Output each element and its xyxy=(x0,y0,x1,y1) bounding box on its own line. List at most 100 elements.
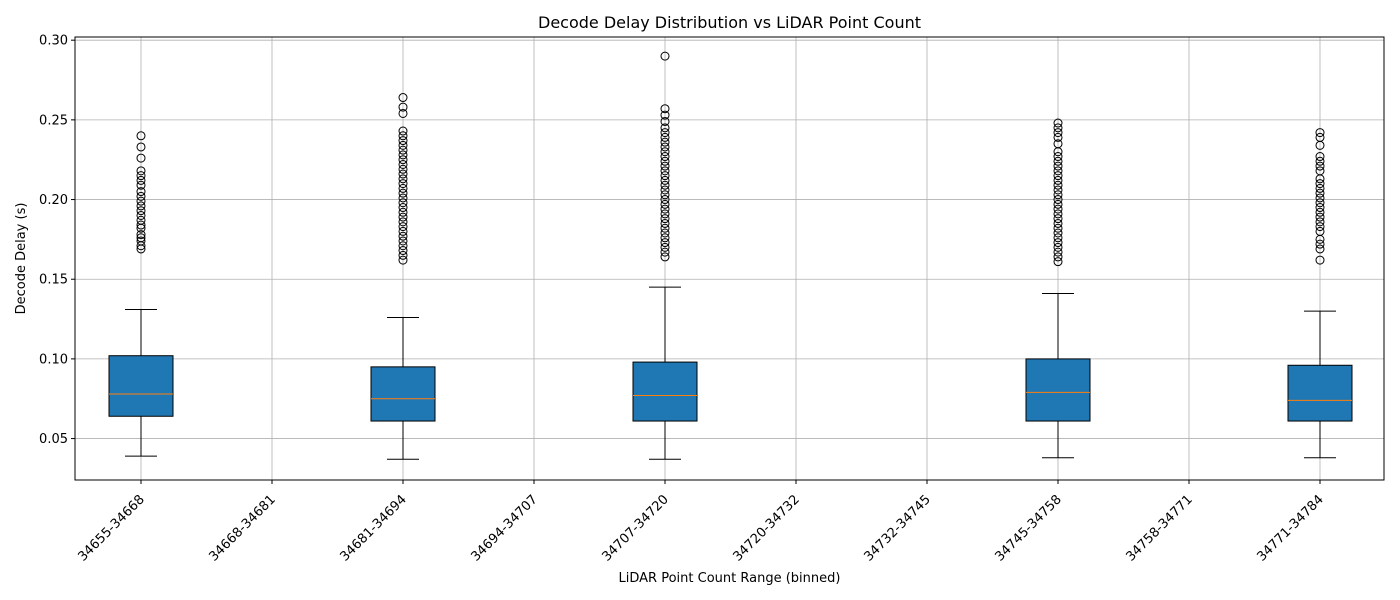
outlier-point xyxy=(136,175,146,185)
outlier-point xyxy=(1315,207,1325,217)
outlier-point xyxy=(1053,199,1063,209)
outlier-point xyxy=(660,180,670,190)
box-34681-34694 xyxy=(370,93,436,460)
x-tick-label: 34758-34771 xyxy=(1123,492,1195,564)
outlier-point xyxy=(660,242,670,252)
outlier-point xyxy=(136,166,146,176)
outlier-point xyxy=(398,102,408,112)
outlier-point xyxy=(1053,247,1063,257)
x-tick-label: 34694-34707 xyxy=(468,492,540,564)
box-34707-34720 xyxy=(632,51,698,460)
outlier-point xyxy=(1315,152,1325,162)
outlier-point xyxy=(660,51,670,61)
outlier-point xyxy=(1053,228,1063,238)
x-tick-label: 34745-34758 xyxy=(992,492,1064,564)
y-tick-label: 0.15 xyxy=(39,273,68,288)
outlier-point xyxy=(398,193,408,203)
outlier-point xyxy=(1053,204,1063,214)
outlier-point xyxy=(398,236,408,246)
outlier-point xyxy=(660,233,670,243)
chart-title: Decode Delay Distribution vs LiDAR Point… xyxy=(538,13,921,32)
outlier-point xyxy=(1315,188,1325,198)
outlier-point xyxy=(660,142,670,152)
outlier-point xyxy=(398,174,408,184)
x-tick-label: 34655-34668 xyxy=(75,492,147,564)
outlier-point xyxy=(660,199,670,209)
outlier-point xyxy=(398,155,408,165)
outlier-point xyxy=(1053,242,1063,252)
outlier-point xyxy=(1315,198,1325,208)
outlier-point xyxy=(1053,118,1063,128)
outlier-point xyxy=(398,93,408,103)
outlier-point xyxy=(136,180,146,190)
outlier-point xyxy=(660,104,670,114)
outlier-point xyxy=(1053,166,1063,176)
outlier-point xyxy=(1315,239,1325,249)
outlier-point xyxy=(660,137,670,147)
outlier-point xyxy=(660,247,670,257)
outlier-point xyxy=(660,171,670,181)
outlier-point xyxy=(660,161,670,171)
x-tick-label: 34732-34745 xyxy=(861,492,933,564)
outlier-point xyxy=(1053,139,1063,149)
outlier-point xyxy=(1053,123,1063,133)
outlier-point xyxy=(1053,171,1063,181)
outlier-point xyxy=(1053,233,1063,243)
iqr-box xyxy=(632,361,698,422)
outlier-point xyxy=(660,116,670,126)
outlier-point xyxy=(1053,195,1063,205)
outlier-point xyxy=(1315,212,1325,222)
outlier-point xyxy=(398,250,408,260)
outlier-point xyxy=(660,132,670,142)
outlier-point xyxy=(660,252,670,262)
outlier-point xyxy=(1315,244,1325,254)
outlier-point xyxy=(136,187,146,197)
outlier-point xyxy=(136,191,146,201)
outlier-point xyxy=(1053,128,1063,138)
outlier-point xyxy=(1315,193,1325,203)
outlier-point xyxy=(660,214,670,224)
outlier-point xyxy=(660,156,670,166)
box-series xyxy=(108,51,1353,460)
outlier-point xyxy=(660,190,670,200)
outlier-point xyxy=(1315,156,1325,166)
y-tick-label: 0.10 xyxy=(39,352,68,367)
outlier-point xyxy=(660,223,670,233)
outlier-point xyxy=(398,150,408,160)
outlier-point xyxy=(136,210,146,220)
iqr-box xyxy=(370,366,436,422)
outlier-point xyxy=(398,188,408,198)
outlier-point xyxy=(398,207,408,217)
outlier-point xyxy=(398,136,408,146)
outlier-point xyxy=(136,206,146,216)
outlier-point xyxy=(136,233,146,243)
outlier-point xyxy=(398,231,408,241)
outlier-point xyxy=(398,212,408,222)
outlier-point xyxy=(398,126,408,136)
outlier-point xyxy=(398,241,408,251)
outlier-point xyxy=(398,226,408,236)
outlier-point xyxy=(1053,257,1063,267)
outlier-point xyxy=(136,236,146,246)
outlier-point xyxy=(1053,223,1063,233)
outlier-point xyxy=(660,128,670,138)
outlier-point xyxy=(660,238,670,248)
x-tick-label: 34681-34694 xyxy=(337,492,409,564)
outlier-point xyxy=(660,185,670,195)
outlier-point xyxy=(136,153,146,163)
outlier-point xyxy=(660,147,670,157)
outlier-point xyxy=(660,195,670,205)
outlier-point xyxy=(1053,185,1063,195)
outlier-point xyxy=(398,140,408,150)
outlier-point xyxy=(136,131,146,141)
outlier-point xyxy=(660,175,670,185)
outlier-point xyxy=(1053,175,1063,185)
x-tick-label: 34668-34681 xyxy=(206,492,278,564)
outlier-point xyxy=(398,179,408,189)
outlier-point xyxy=(1315,183,1325,193)
outlier-point xyxy=(1315,203,1325,213)
outlier-point xyxy=(1315,161,1325,171)
outlier-point xyxy=(1315,166,1325,176)
outlier-point xyxy=(398,108,408,118)
outlier-point xyxy=(660,218,670,228)
